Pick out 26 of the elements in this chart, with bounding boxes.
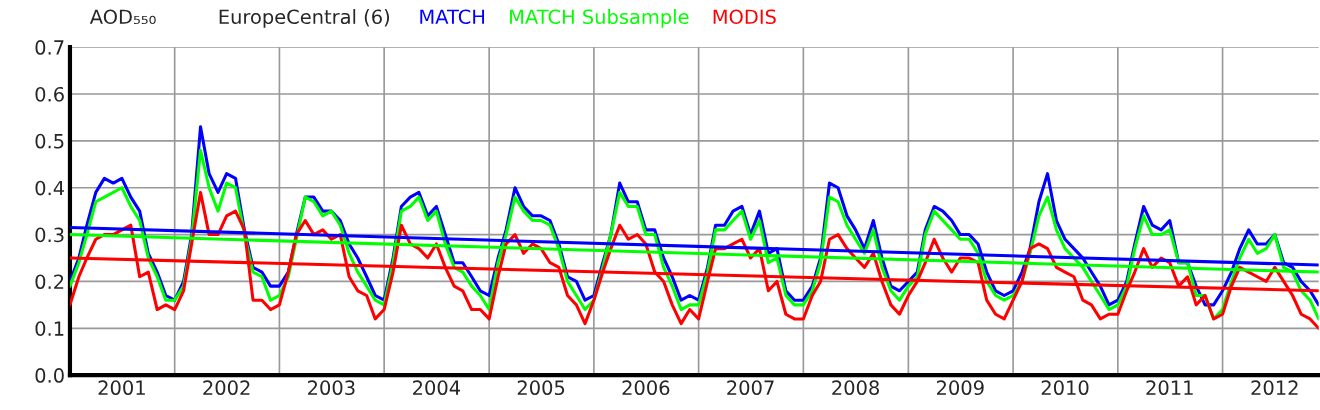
x-tick-label: 2001 — [98, 380, 145, 396]
line-series — [69, 190, 1319, 330]
text: MATCH — [420, 9, 485, 25]
x-tick-label: 2010 — [1041, 380, 1089, 396]
x-tick-label: 2009 — [936, 380, 984, 396]
x-tick-label: 2012 — [1251, 380, 1298, 396]
y-tick-label: 0.6 — [35, 86, 64, 102]
y-tick-label: 0.4 — [35, 180, 65, 196]
x-tick-label: 2005 — [517, 380, 565, 396]
x-tick-label: 2003 — [308, 380, 355, 396]
text: MATCH Subsample — [510, 9, 689, 28]
x-tick-label: 2004 — [413, 380, 461, 396]
y-tick-label: 0.7 — [35, 40, 64, 55]
x-tick-label: 2008 — [832, 380, 879, 396]
x-tick-label: 2006 — [622, 380, 670, 396]
chart-title: AOD₅₅₀ — [89, 9, 156, 25]
x-tick-label: 2011 — [1146, 380, 1193, 396]
x-tick-label: 2007 — [727, 380, 774, 396]
chart-subtitle: EuropeCentral (6) — [219, 9, 390, 28]
y-tick-label: 0.0 — [35, 368, 64, 383]
y-tick-label: 0.5 — [35, 133, 64, 149]
y-tick-label: 0.1 — [35, 321, 64, 336]
text: MODIS — [713, 9, 776, 25]
y-tick-label: 0.2 — [35, 274, 64, 290]
x-tick-label: 2002 — [203, 380, 250, 396]
y-tick-label: 0.3 — [35, 227, 64, 243]
